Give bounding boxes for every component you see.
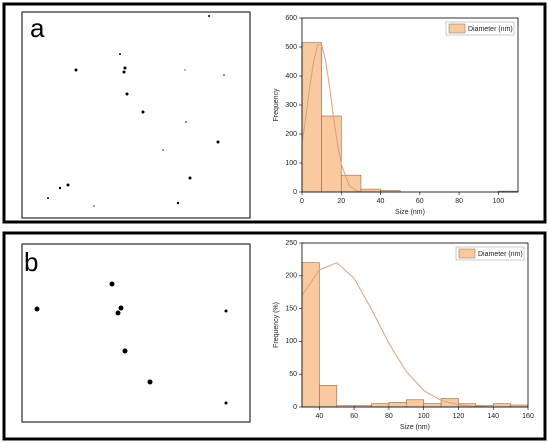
x-axis-label: Size (nm): [400, 424, 430, 431]
x-tick-label: 160: [522, 413, 534, 420]
y-tick-label: 200: [285, 273, 297, 280]
x-tick-label: 100: [418, 413, 430, 420]
y-tick-label: 0: [293, 404, 297, 411]
x-tick-label: 140: [487, 413, 499, 420]
y-tick-label: 250: [285, 240, 297, 247]
y-tick-label: 500: [285, 44, 297, 51]
y-tick-label: 50: [289, 371, 297, 378]
x-tick-label: 120: [453, 413, 465, 420]
fit-curve: [301, 44, 365, 193]
bar: [319, 385, 338, 408]
y-tick-label: 0: [293, 189, 297, 196]
y-tick-label: 400: [285, 73, 297, 80]
y-tick-label: 600: [285, 15, 297, 22]
bar: [423, 403, 442, 408]
y-tick-label: 100: [285, 338, 297, 345]
x-tick-label: 60: [416, 198, 424, 205]
plot-frame: [301, 242, 529, 408]
x-tick-label: 80: [455, 198, 463, 205]
panel-label: a: [30, 13, 45, 43]
x-tick-label: 80: [385, 413, 393, 420]
x-tick-label: 40: [377, 198, 385, 205]
x-tick-label: 40: [315, 413, 323, 420]
y-tick-label: 100: [285, 160, 297, 167]
particles: [34, 15, 228, 405]
bar: [321, 115, 342, 193]
bar: [301, 42, 322, 193]
bar: [340, 174, 362, 193]
panel-frame: [2, 2, 547, 224]
x-tick-label: 60: [350, 413, 358, 420]
y-tick-label: 300: [285, 102, 297, 109]
legend-label: Diameter (nm): [468, 26, 513, 33]
y-axis-label: Frequency (%): [273, 302, 280, 348]
micrograph: [21, 243, 251, 423]
y-tick-label: 200: [285, 131, 297, 138]
bar: [371, 403, 390, 408]
bar: [301, 262, 320, 408]
legend-swatch: [448, 23, 466, 34]
legend-swatch: [458, 248, 476, 259]
x-axis-label: Size (nm): [395, 209, 425, 216]
panel-label: b: [24, 247, 38, 277]
x-tick-label: 0: [300, 198, 304, 205]
y-tick-label: 150: [285, 305, 297, 312]
x-tick-label: 100: [493, 198, 505, 205]
x-tick-label: 20: [337, 198, 345, 205]
y-axis-label: Frequency: [273, 88, 280, 122]
micrograph: [21, 11, 251, 219]
bar: [388, 402, 407, 408]
bar: [406, 399, 424, 408]
legend-label: Diameter (nm): [478, 251, 523, 258]
panel-frame: [2, 231, 547, 441]
